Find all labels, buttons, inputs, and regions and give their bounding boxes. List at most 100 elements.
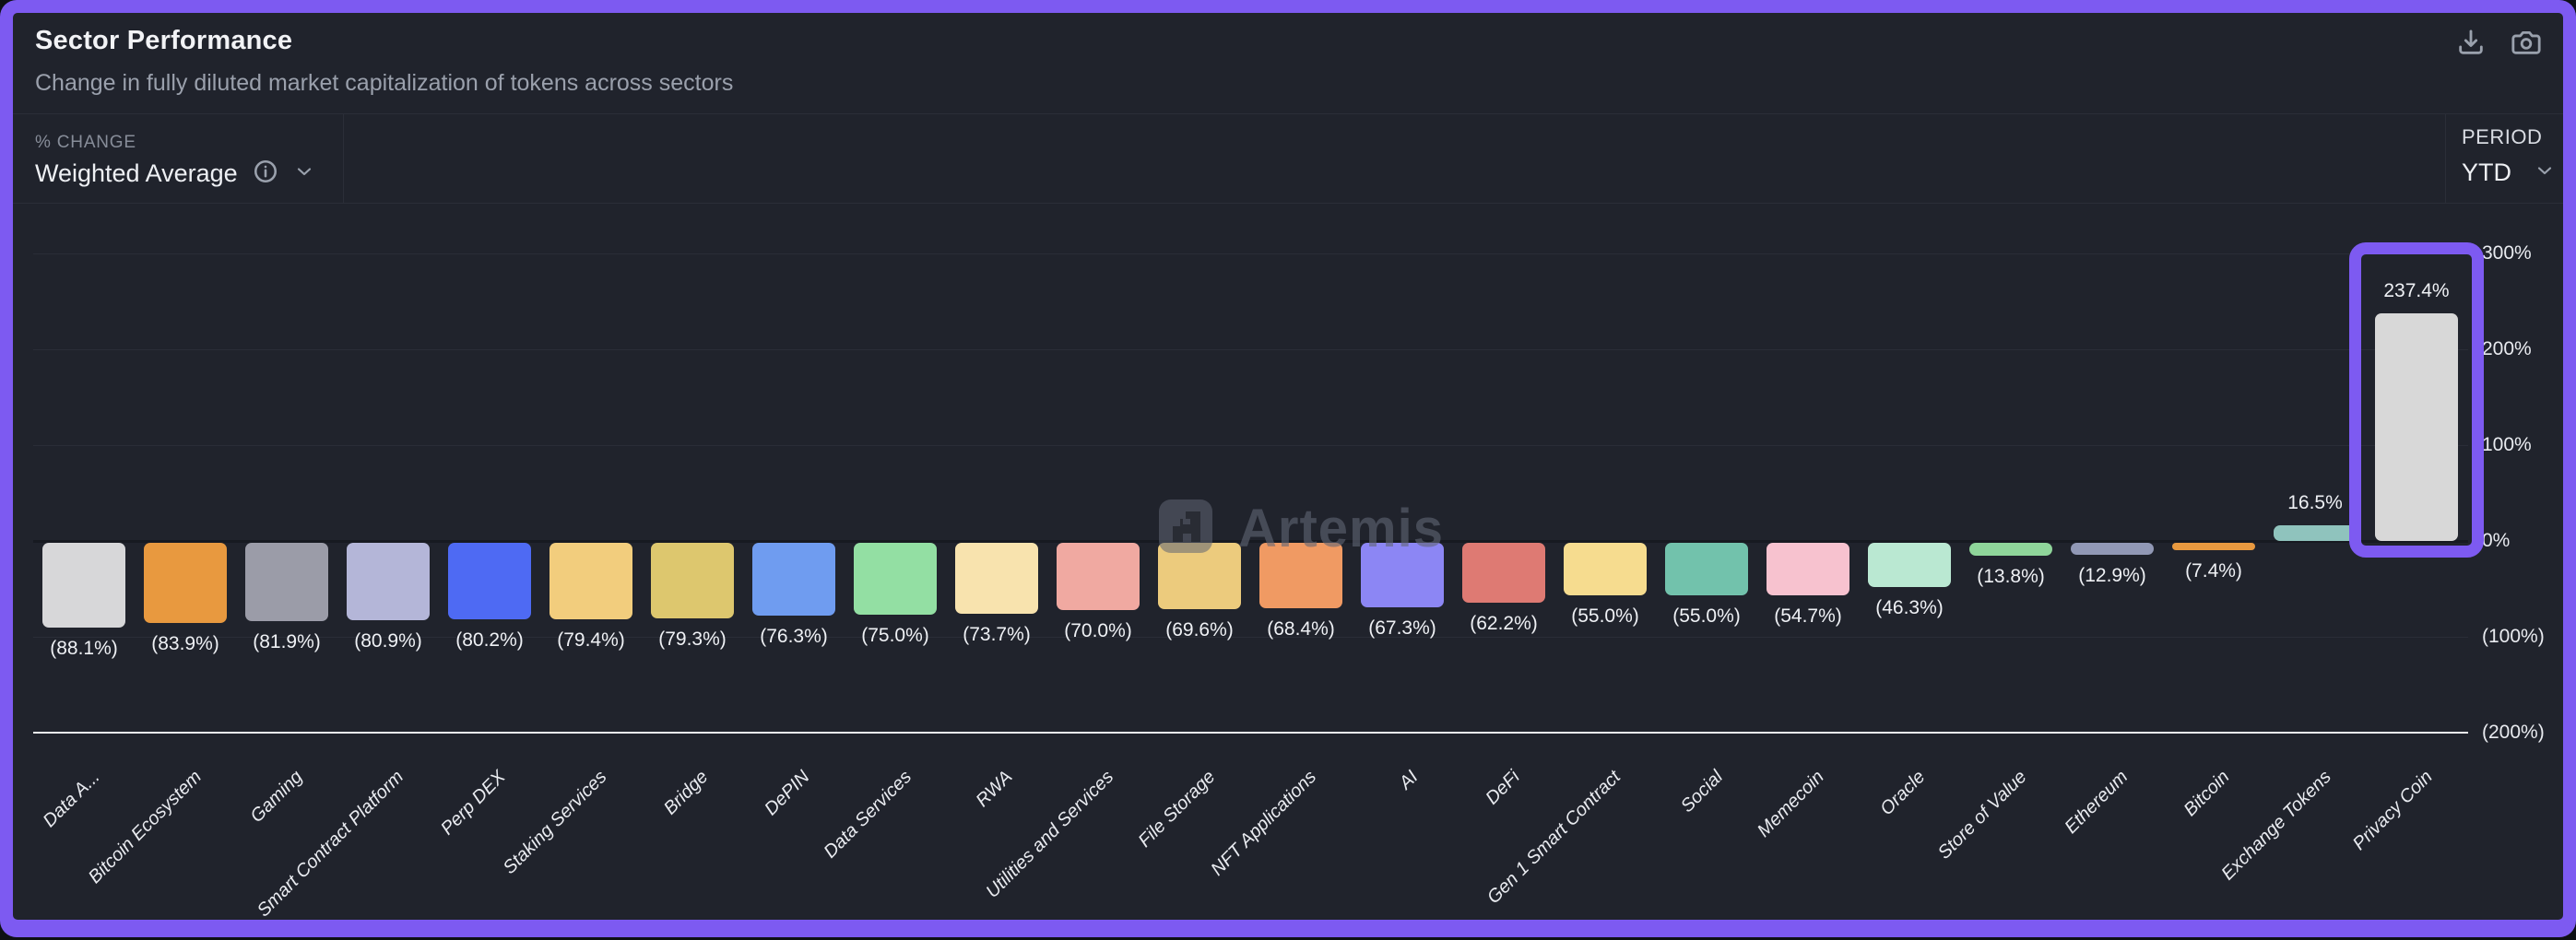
bar-value-label: (70.0%) <box>1064 619 1132 641</box>
bar[interactable] <box>2071 543 2154 556</box>
divider <box>13 203 2563 204</box>
bar[interactable] <box>752 543 835 617</box>
bar-value-label: (55.0%) <box>1672 605 1741 628</box>
period-label: PERIOD <box>2462 125 2543 148</box>
bar-value-label: (54.7%) <box>1774 605 1842 627</box>
divider <box>343 113 344 203</box>
bar-value-label: (80.2%) <box>455 629 524 652</box>
divider <box>2445 113 2446 203</box>
bar[interactable] <box>1564 543 1647 596</box>
x-axis-label: Memecoin <box>1753 767 1828 841</box>
bar-value-label: (83.9%) <box>151 633 219 655</box>
bar[interactable] <box>347 543 430 621</box>
bar[interactable] <box>549 543 632 619</box>
download-button[interactable] <box>2452 26 2489 63</box>
bar[interactable] <box>651 543 734 619</box>
zero-gridline <box>33 540 2468 543</box>
bar-value-label: (73.7%) <box>963 623 1031 645</box>
bar[interactable] <box>2172 543 2255 550</box>
bar-value-label: (81.9%) <box>253 631 321 653</box>
x-axis-label: Ethereum <box>2061 767 2133 838</box>
page-title: Sector Performance <box>35 26 293 55</box>
bar[interactable] <box>144 543 227 624</box>
chevron-down-icon <box>2534 159 2556 186</box>
x-axis-label: Social <box>1676 767 1727 817</box>
bar[interactable] <box>1361 543 1444 607</box>
bar-value-label: (55.0%) <box>1571 605 1639 628</box>
x-axis-label: Perp DEX <box>437 767 510 840</box>
bar-value-label: (76.3%) <box>760 626 828 648</box>
info-icon[interactable] <box>253 159 278 189</box>
metric-value: Weighted Average <box>35 159 238 187</box>
bar-value-label: (69.6%) <box>1165 619 1234 641</box>
y-axis-tick-label: (100%) <box>2482 626 2545 647</box>
bar[interactable] <box>448 543 531 620</box>
bar[interactable] <box>854 543 937 615</box>
gridline <box>33 637 2468 638</box>
bar-value-label: (79.3%) <box>658 629 727 651</box>
bar[interactable] <box>1259 543 1342 609</box>
bar-value-label: (62.2%) <box>1470 612 1538 634</box>
bar-value-label: (88.1%) <box>50 637 118 659</box>
highlight-box <box>2349 242 2484 558</box>
y-axis-tick-label: 100% <box>2482 434 2532 455</box>
x-axis-label: Store of Value <box>1933 767 2031 864</box>
x-axis-label: Exchange Tokens <box>2217 767 2335 885</box>
bar[interactable] <box>2375 313 2458 541</box>
divider <box>13 113 2563 114</box>
bar-value-label: (7.4%) <box>2185 559 2242 582</box>
x-axis-label: Data Services <box>819 767 916 863</box>
x-axis-label: Data A... <box>39 767 104 832</box>
plot-area: 300% 200% 100% 0% (100%) (200%) (88.1%) Data A.… <box>13 13 2563 920</box>
bar[interactable] <box>1057 543 1140 610</box>
bar[interactable] <box>1868 543 1951 588</box>
metric-dropdown[interactable]: Weighted Average <box>35 159 315 189</box>
x-axis-line <box>33 732 2468 734</box>
bar-value-label: (46.3%) <box>1875 597 1944 619</box>
x-axis-label: NFT Applications <box>1207 767 1321 880</box>
x-axis-label: Bitcoin Ecosystem <box>84 767 206 888</box>
bar[interactable] <box>955 543 1038 614</box>
x-axis-label: Staking Services <box>499 767 611 878</box>
x-axis-label: Oracle <box>1876 767 1930 820</box>
bar[interactable] <box>2274 524 2357 541</box>
metric-label: % CHANGE <box>35 133 136 152</box>
gridline <box>33 253 2468 254</box>
page-subtitle: Change in fully diluted market capitaliz… <box>35 70 734 96</box>
bar[interactable] <box>1665 543 1748 596</box>
bar[interactable] <box>1767 543 1849 595</box>
bar-value-label: (68.4%) <box>1267 618 1335 640</box>
screenshot-button[interactable] <box>2508 26 2545 63</box>
x-axis-label: DePIN <box>761 767 814 820</box>
bar-value-label: (75.0%) <box>861 625 929 646</box>
bar[interactable] <box>1969 543 2052 557</box>
bar[interactable] <box>42 543 125 628</box>
chevron-down-icon <box>293 160 315 187</box>
x-axis-label: Bitcoin <box>2180 767 2234 821</box>
gridline <box>33 445 2468 446</box>
bar-value-label: (12.9%) <box>2078 565 2146 587</box>
download-icon <box>2455 27 2487 63</box>
bar-value-label: (67.3%) <box>1368 617 1436 639</box>
bar[interactable] <box>1158 543 1241 610</box>
y-axis-tick-label: 200% <box>2482 338 2532 359</box>
camera-icon <box>2511 27 2542 63</box>
period-value: YTD <box>2462 159 2511 186</box>
x-axis-label: RWA <box>972 767 1017 812</box>
bar[interactable] <box>245 543 328 622</box>
x-axis-label: Bridge <box>660 767 713 819</box>
bar-value-label: (80.9%) <box>354 630 422 652</box>
bar[interactable] <box>1462 543 1545 603</box>
bar-value-label: (79.4%) <box>557 629 625 651</box>
sector-performance-card: Sector Performance Change in fully dilut… <box>13 13 2563 920</box>
x-axis-label: File Storage <box>1134 767 1220 852</box>
gridline <box>33 349 2468 350</box>
y-axis-tick-label: 0% <box>2482 530 2511 551</box>
x-axis-label: Gaming <box>246 767 307 828</box>
bar-value-label: (13.8%) <box>1977 566 2045 588</box>
y-axis-tick-label: 300% <box>2482 242 2532 264</box>
period-dropdown[interactable]: PERIOD YTD <box>2462 125 2556 187</box>
x-axis-label: AI <box>1395 767 1423 793</box>
x-axis-label: DeFi <box>1482 767 1524 809</box>
bar-value-label: 237.4% <box>2383 280 2450 302</box>
